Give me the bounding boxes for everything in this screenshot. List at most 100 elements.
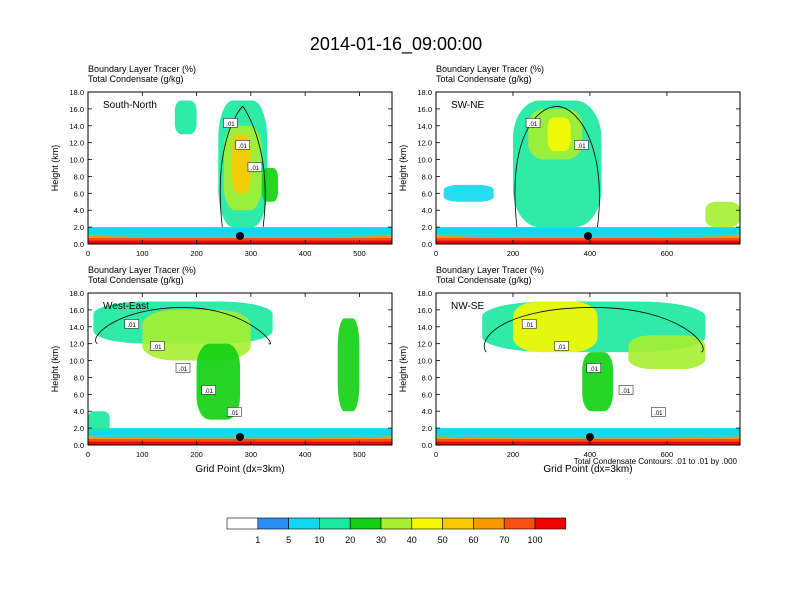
y-tick-label: 18.0 [417,289,432,298]
y-tick-label: 6.0 [422,189,432,198]
condensate-region [196,343,240,420]
condensate-region [512,301,598,353]
y-tick-label: 6.0 [74,390,84,399]
contour-label: .01 [586,363,602,373]
condensate-region [88,411,110,433]
condensate-region [705,201,740,228]
svg-text:.01: .01 [179,367,188,373]
y-tick-label: 4.0 [422,407,432,416]
y-axis-label: Height (km) [398,145,408,192]
x-tick-label: 600 [661,450,674,459]
colorbar-swatch [442,517,474,530]
x-tick-label: 500 [353,450,366,459]
condensate-region [261,168,278,202]
x-tick-label: 200 [507,249,520,258]
colorbar-label: 70 [499,535,509,545]
y-tick-label: 12.0 [69,139,84,148]
panel-west-east: Boundary Layer Tracer (%)Total Condensat… [50,265,393,475]
contour-footnote: Total Condensate Contours: .01 to .01 by… [574,457,738,466]
contour-label: .01 [525,118,541,128]
condensate-contour [514,106,600,228]
colorbar: 1 5 10 20 30 40 50 60 70 100 [226,517,567,545]
panel-south-north: Boundary Layer Tracer (%)Total Condensat… [50,64,393,258]
svg-text:.01: .01 [654,411,663,417]
y-tick-label: 8.0 [422,373,432,382]
location-marker [585,433,594,441]
x-tick-label: 300 [245,450,258,459]
svg-text:.01: .01 [127,323,136,329]
panel-label: South-North [103,100,157,111]
x-tick-label: 100 [136,249,149,258]
x-tick-label: 0 [86,249,90,258]
condensate-contour [95,307,271,345]
colorbar-label: 60 [468,535,478,545]
y-tick-label: 14.0 [417,122,432,131]
panel-label: NW-SE [451,301,484,312]
y-tick-label: 0.0 [422,441,432,450]
y-axis-label: Height (km) [50,145,60,192]
y-tick-label: 4.0 [422,206,432,215]
condensate-region [628,335,706,369]
panel-header-condensate: Total Condensate (g/kg) [436,74,532,84]
contour-label: .01 [618,385,634,395]
y-tick-label: 18.0 [69,88,84,97]
y-tick-label: 16.0 [417,306,432,315]
contour-label: .01 [150,341,165,351]
contour-label: .01 [247,162,263,172]
y-tick-label: 4.0 [74,407,84,416]
x-tick-label: 100 [136,450,149,459]
colorbar-swatch [257,517,289,530]
y-tick-label: 8.0 [74,172,84,181]
condensate-region [547,117,571,152]
surface-layer [436,240,740,244]
y-tick-label: 4.0 [74,206,84,215]
surface-layer [436,441,740,445]
x-tick-label: 500 [353,249,366,258]
location-marker [236,433,244,441]
colorbar-label: 40 [407,535,417,545]
contour-label: .01 [223,118,238,128]
y-tick-label: 12.0 [417,139,432,148]
colorbar-swatch [473,517,505,530]
contour-label: .01 [574,140,589,150]
plot-frame [435,292,741,446]
y-tick-label: 6.0 [422,390,432,399]
svg-text:.01: .01 [251,166,260,172]
y-tick-label: 18.0 [69,289,84,298]
colorbar-swatch [380,517,413,530]
contour-label: .01 [201,385,216,395]
panel-header-tracer: Boundary Layer Tracer (%) [88,64,196,74]
y-tick-label: 16.0 [69,306,84,315]
panel-header-tracer: Boundary Layer Tracer (%) [436,64,544,74]
panel-nw-se: Boundary Layer Tracer (%)Total Condensat… [398,265,741,475]
y-tick-label: 2.0 [422,424,432,433]
svg-text:.01: .01 [239,144,248,150]
contour-label: .01 [227,407,242,417]
panel-header-tracer: Boundary Layer Tracer (%) [88,265,196,275]
svg-text:.01: .01 [590,367,599,373]
colorbar-swatch [319,517,351,530]
location-marker [584,232,592,240]
panel-header-condensate: Total Condensate (g/kg) [88,74,184,84]
y-tick-label: 0.0 [422,240,432,249]
y-tick-label: 14.0 [69,122,84,131]
plot-frame [87,292,393,446]
x-tick-label: 200 [190,249,203,258]
panel-sw-ne: Boundary Layer Tracer (%)Total Condensat… [398,64,741,258]
x-tick-label: 400 [584,450,597,459]
condensate-region [337,318,360,412]
colorbar-label: 5 [286,535,291,545]
location-marker [236,232,244,240]
figure-title: 2014-01-16_09:00:00 [310,34,482,55]
x-tick-label: 0 [434,450,438,459]
panel-header-condensate: Total Condensate (g/kg) [88,275,184,285]
x-tick-label: 0 [86,450,90,459]
x-tick-label: 400 [299,249,312,258]
contour-label: .01 [124,319,139,329]
y-tick-label: 12.0 [417,340,432,349]
condensate-region [174,100,197,135]
condensate-contour [484,307,704,353]
x-tick-label: 300 [245,249,258,258]
contour-label: .01 [521,319,537,329]
